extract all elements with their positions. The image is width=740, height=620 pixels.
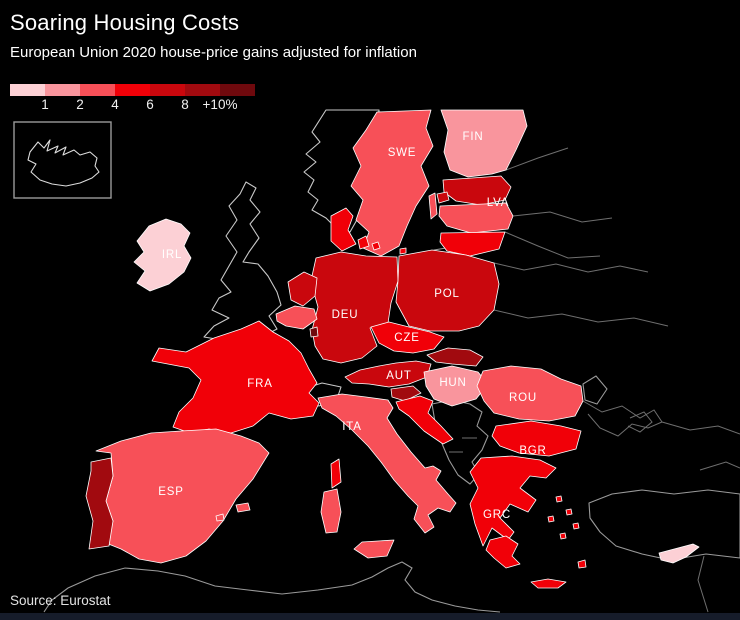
legend-tick-label: 1 bbox=[41, 97, 49, 112]
country-label-aut: AUT bbox=[386, 370, 411, 382]
eastern-border-lines bbox=[449, 147, 740, 613]
aegean-island-3 bbox=[572, 522, 580, 530]
legend-tick-label: 4 bbox=[111, 97, 119, 112]
island-crete bbox=[530, 578, 567, 589]
country-iceland-outline bbox=[27, 139, 100, 187]
country-fin bbox=[440, 109, 528, 178]
country-label-pol: POL bbox=[434, 288, 459, 300]
legend-tick-label: 8 bbox=[181, 97, 189, 112]
aegean-island-4 bbox=[559, 532, 567, 540]
island-sardinia bbox=[320, 488, 342, 534]
island-sicily bbox=[353, 539, 395, 559]
country-grc bbox=[469, 455, 557, 547]
iceland-inset bbox=[13, 121, 112, 199]
country-label-fin: FIN bbox=[463, 131, 484, 143]
legend-tick-label: +10% bbox=[202, 97, 238, 112]
country-cyp bbox=[658, 543, 700, 564]
country-label-bgr: BGR bbox=[519, 445, 546, 457]
country-labels: IRL FIN HUN SWE LVA ITA ESP ROU FRA CZE BGR GRC DEU P… bbox=[158, 131, 546, 521]
chart-subtitle: European Union 2020 house-price gains ad… bbox=[10, 44, 417, 61]
country-fra bbox=[151, 320, 320, 434]
legend-segment bbox=[10, 84, 45, 96]
island-saaremaa bbox=[436, 191, 450, 204]
country-bel bbox=[275, 305, 318, 330]
country-cze bbox=[370, 321, 445, 354]
country-label-rou: ROU bbox=[509, 392, 537, 404]
legend-tick-labels: 1 2 4 6 8 +10% bbox=[10, 97, 255, 114]
country-irl bbox=[133, 218, 192, 292]
region-peloponnese bbox=[485, 535, 521, 569]
country-label-esp: ESP bbox=[158, 486, 183, 498]
aegean-island-1 bbox=[555, 495, 563, 503]
country-rou bbox=[476, 365, 584, 422]
north-africa-coastline bbox=[43, 561, 501, 613]
country-label-lva: LVA bbox=[487, 197, 509, 209]
island-rhodes bbox=[577, 559, 587, 569]
country-hun bbox=[423, 365, 489, 407]
country-swe bbox=[350, 109, 434, 257]
country-moldova bbox=[582, 375, 608, 405]
country-nld bbox=[287, 271, 318, 307]
legend-segment bbox=[220, 84, 255, 96]
legend-segment bbox=[150, 84, 185, 96]
country-svn bbox=[390, 385, 422, 402]
island-bornholm bbox=[399, 247, 407, 255]
aegean-island-5 bbox=[547, 515, 555, 523]
country-label-deu: DEU bbox=[332, 309, 359, 321]
color-scale-legend: 1 2 4 6 8 +10% bbox=[10, 84, 255, 114]
country-prt bbox=[85, 457, 114, 550]
country-turkey bbox=[588, 489, 740, 561]
country-svk bbox=[426, 347, 484, 367]
legend-tick-label: 6 bbox=[146, 97, 154, 112]
country-hrv bbox=[395, 395, 454, 445]
country-deu bbox=[311, 251, 399, 364]
country-bgr bbox=[491, 420, 582, 457]
eu-countries bbox=[85, 109, 700, 589]
legend-segment bbox=[45, 84, 80, 96]
legend-color-bar bbox=[10, 84, 255, 96]
island-mallorca bbox=[235, 502, 251, 513]
legend-segment bbox=[80, 84, 115, 96]
island-corsica bbox=[330, 458, 342, 489]
country-lva bbox=[438, 202, 514, 234]
country-lux bbox=[309, 326, 319, 338]
page-title: Soaring Housing Costs bbox=[10, 10, 240, 35]
bottom-accent-bar bbox=[0, 613, 740, 620]
country-uk bbox=[203, 181, 282, 341]
legend-segment bbox=[115, 84, 150, 96]
country-dnk bbox=[330, 207, 357, 252]
island-ibiza bbox=[215, 513, 225, 522]
country-aut bbox=[344, 360, 432, 388]
region-western-balkans bbox=[431, 399, 489, 485]
legend-tick-label: 2 bbox=[76, 97, 84, 112]
no-data-countries bbox=[203, 109, 740, 561]
island-zealand bbox=[357, 235, 370, 250]
legend-segment bbox=[185, 84, 220, 96]
island-gotland bbox=[428, 192, 438, 220]
country-label-hun: HUN bbox=[439, 377, 466, 389]
country-label-fra: FRA bbox=[247, 378, 272, 390]
country-label-ita: ITA bbox=[342, 421, 361, 433]
country-label-swe: SWE bbox=[388, 147, 417, 159]
aegean-island-2 bbox=[565, 508, 573, 516]
country-pol bbox=[395, 249, 500, 332]
country-ita bbox=[317, 393, 457, 534]
country-label-cze: CZE bbox=[394, 332, 419, 344]
country-label-grc: GRC bbox=[483, 509, 511, 521]
island-funen bbox=[371, 241, 381, 251]
country-label-irl: IRL bbox=[162, 249, 182, 261]
source-note: Source: Eurostat bbox=[10, 593, 111, 608]
